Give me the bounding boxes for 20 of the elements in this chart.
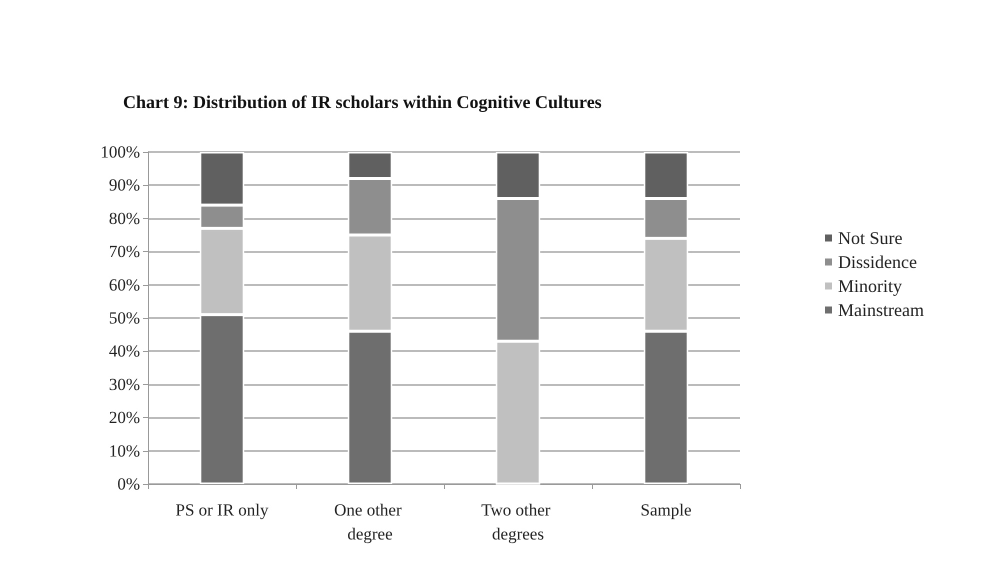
legend-label: Dissidence — [838, 252, 917, 272]
legend-label: Minority — [838, 276, 902, 296]
y-tick-label: 90% — [108, 176, 140, 195]
y-tick-label: 60% — [108, 275, 140, 294]
y-tick-label: 50% — [108, 308, 140, 328]
chart-title: Chart 9: Distribution of IR scholars within Cognitive Cultures — [123, 92, 602, 112]
y-tick-label: 0% — [117, 474, 140, 494]
y-tick-label: 30% — [108, 374, 140, 394]
y-tick-label: 10% — [108, 441, 140, 460]
y-tick-label: 100% — [100, 142, 140, 162]
y-tick-label: 80% — [108, 208, 140, 228]
x-tick-label: Sample — [640, 500, 692, 520]
y-tick-label: 40% — [108, 342, 140, 361]
legend-label: Mainstream — [838, 300, 924, 320]
y-tick-label: 20% — [108, 408, 140, 428]
x-tick-label: One other degree — [334, 500, 406, 544]
legend-label: Not Sure — [838, 228, 903, 248]
x-tick-label: PS or IR only — [175, 500, 270, 520]
x-tick-label: Two other degrees — [481, 500, 555, 544]
y-tick-label: 70% — [108, 242, 140, 262]
